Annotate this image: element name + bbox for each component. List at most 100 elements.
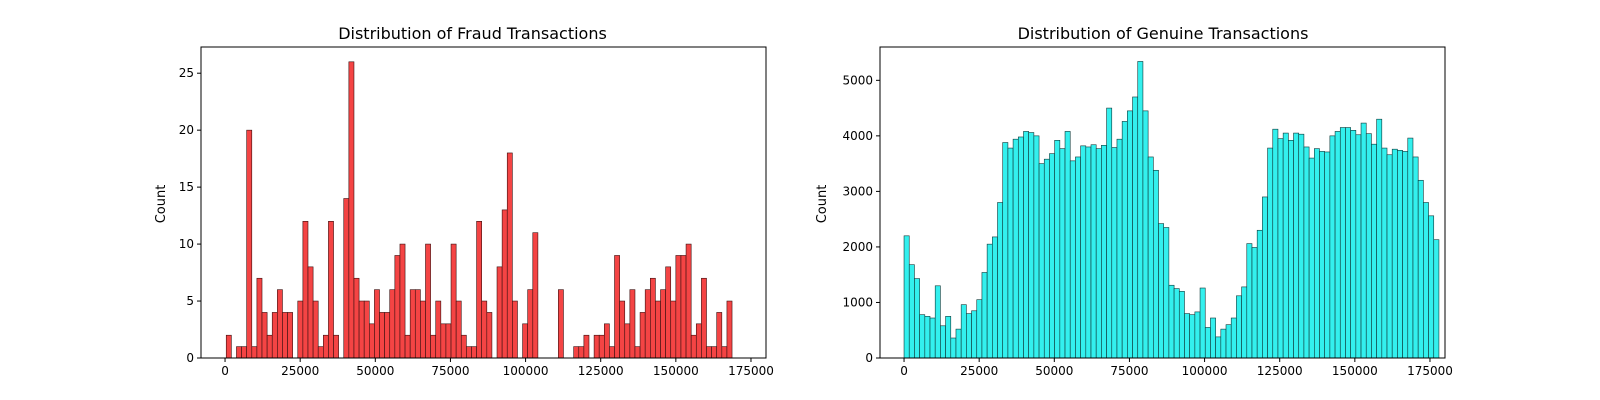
histogram-bar	[1319, 151, 1325, 359]
histogram-bar	[695, 323, 702, 359]
histogram-bar	[945, 316, 952, 359]
y-tick-label: 10	[179, 237, 194, 251]
y-tick-label: 20	[179, 123, 194, 137]
histogram-bar	[348, 61, 355, 359]
histogram-bar	[1189, 314, 1196, 359]
histogram-bar	[1417, 179, 1424, 359]
histogram-bar	[1397, 150, 1403, 359]
y-axis-label: Count	[815, 185, 830, 224]
histogram-bar	[1298, 133, 1305, 359]
x-tick-label: 125000	[578, 364, 624, 378]
x-tick-label: 150000	[1332, 364, 1378, 378]
histogram-bar	[1236, 295, 1242, 359]
histogram-bar	[644, 289, 651, 359]
histogram-bar	[986, 243, 993, 359]
histogram-bar	[955, 328, 962, 359]
y-tick-label: 0	[186, 351, 194, 365]
histogram-bar	[639, 312, 646, 359]
histogram-bar	[266, 334, 273, 359]
histogram-bar	[1090, 144, 1097, 359]
y-ticks-group: 0 5 10 15 20 25	[179, 66, 201, 365]
histogram-bar	[323, 334, 329, 359]
histogram-bar	[363, 300, 370, 359]
histogram-bar	[328, 221, 334, 359]
histogram-bar	[1329, 135, 1336, 359]
histogram-bar	[466, 346, 472, 359]
histogram-bar	[455, 300, 462, 359]
histogram-bar	[420, 300, 426, 359]
genuine-histogram-panel: Distribution of Genuine Transactions Cou…	[815, 24, 1453, 378]
histogram-bar	[908, 264, 915, 359]
histogram-bar	[384, 312, 391, 359]
histogram-bar	[971, 310, 978, 359]
histogram-bar	[1391, 148, 1398, 359]
histogram-bar	[450, 243, 457, 359]
histogram-bar	[1049, 153, 1055, 359]
histogram-bar	[685, 243, 692, 359]
y-tick-label: 5000	[842, 73, 873, 87]
histogram-bar	[1085, 146, 1092, 359]
histogram-bar	[997, 202, 1004, 359]
histogram-bar	[934, 285, 941, 359]
histogram-bar	[353, 277, 360, 359]
histogram-bar	[481, 300, 488, 359]
histogram-bar	[389, 289, 396, 359]
histogram-bar	[1153, 169, 1159, 359]
histogram-bar	[435, 300, 442, 359]
x-tick-label: 175000	[728, 364, 774, 378]
histogram-bar	[1184, 313, 1190, 359]
histogram-bar	[624, 323, 631, 359]
histogram-bar	[414, 289, 421, 359]
histogram-bar	[343, 198, 350, 359]
histogram-bar	[1111, 147, 1118, 359]
histogram-bar	[675, 255, 682, 359]
histogram-bar	[950, 337, 957, 359]
histogram-bar	[501, 209, 508, 359]
histogram-bar	[460, 334, 467, 359]
histogram-bar	[1246, 243, 1253, 359]
histogram-bar	[721, 346, 728, 359]
histogram-bar	[1204, 327, 1211, 359]
y-axis-label: Count	[154, 185, 169, 224]
histogram-bar	[1121, 121, 1128, 359]
histogram-bar	[1023, 131, 1029, 359]
histogram-bar	[940, 325, 946, 359]
histogram-bar	[1423, 202, 1429, 359]
histogram-bar	[1433, 239, 1440, 359]
histogram-bar	[1101, 145, 1107, 359]
histogram-bar	[1345, 127, 1351, 359]
histogram-bar	[924, 316, 931, 359]
histogram-bar	[690, 334, 697, 359]
histogram-bar	[1288, 140, 1294, 359]
histogram-bar	[1199, 287, 1206, 359]
histogram-bar	[261, 312, 268, 359]
y-ticks-group: 0 1000 2000 3000 4000 5000	[842, 73, 880, 365]
histogram-bar	[929, 317, 936, 359]
x-tick-label: 100000	[1182, 364, 1228, 378]
histogram-bar	[256, 277, 263, 359]
histogram-bar	[1147, 156, 1154, 359]
histogram-bar	[246, 129, 253, 359]
histogram-bar	[711, 346, 718, 359]
x-tick-label: 75000	[431, 364, 469, 378]
histogram-bar	[1428, 215, 1435, 359]
histogram-bar	[409, 289, 416, 359]
histogram-bar	[1127, 110, 1133, 359]
x-tick-label: 0	[900, 364, 908, 378]
histogram-bar	[1220, 328, 1227, 359]
histogram-bar	[1158, 223, 1165, 359]
histogram-bar	[1033, 135, 1040, 359]
histogram-bar	[1163, 227, 1170, 359]
histogram-bar	[251, 346, 258, 359]
histogram-bar	[583, 334, 590, 359]
histogram-bar	[312, 300, 319, 359]
histogram-bar	[527, 289, 534, 359]
histogram-bar	[1267, 147, 1274, 359]
histogram-bar	[379, 312, 385, 359]
histogram-bar	[992, 236, 998, 359]
histogram-bar	[1412, 156, 1419, 359]
y-tick-label: 25	[179, 66, 194, 80]
histogram-bar	[1381, 147, 1388, 359]
histogram-bar	[471, 346, 477, 359]
